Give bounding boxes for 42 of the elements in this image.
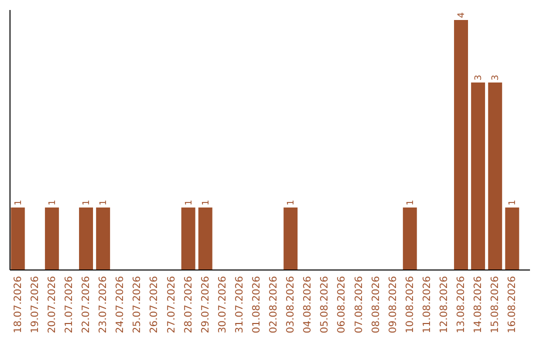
x-tick-label: 28.07.2026	[183, 276, 194, 334]
data-label: 1	[286, 200, 297, 206]
data-label: 1	[406, 200, 416, 206]
x-tick-label: 09.08.2026	[388, 276, 399, 334]
data-label: 1	[14, 200, 24, 206]
x-tick-label: 26.07.2026	[149, 276, 160, 334]
x-tick-label: 16.08.2026	[507, 276, 518, 334]
x-tick-label: 01.08.2026	[251, 276, 262, 334]
x-tick-label: 13.08.2026	[456, 276, 468, 334]
x-tick-label: 31.07.2026	[234, 276, 246, 334]
x-tick-label: 04.08.2026	[302, 276, 314, 334]
x-tick-label: 06.08.2026	[336, 276, 348, 334]
x-tick-label: 19.07.2026	[30, 276, 41, 334]
x-tick-label: 24.07.2026	[115, 276, 126, 334]
x-tick-label: 11.08.2026	[422, 276, 433, 334]
x-tick-label: 27.07.2026	[166, 276, 178, 334]
data-label: 1	[48, 200, 58, 206]
x-tick-label: 10.08.2026	[404, 276, 416, 334]
data-label: 1	[184, 200, 194, 206]
x-tick-label: 07.08.2026	[354, 276, 365, 334]
x-tick-label: 12.08.2026	[438, 276, 450, 334]
data-label: 4	[457, 12, 468, 18]
x-tick-label: 21.07.2026	[64, 276, 75, 334]
x-tick-label: 02.08.2026	[268, 276, 280, 334]
data-label: 3	[491, 74, 502, 80]
x-tick-label: 25.07.2026	[132, 276, 144, 334]
x-tick-label: 18.07.2026	[12, 276, 24, 334]
data-label: 1	[201, 200, 212, 206]
data-label: 1	[99, 200, 110, 206]
x-tick-label: 08.08.2026	[370, 276, 382, 334]
x-tick-label: 03.08.2026	[286, 276, 297, 334]
x-tick-label: 05.08.2026	[320, 276, 331, 334]
data-label: 3	[474, 74, 484, 80]
x-tick-label: 22.07.2026	[81, 276, 92, 334]
x-tick-label: 30.07.2026	[217, 276, 228, 334]
data-label: 1	[508, 200, 518, 206]
x-tick-label: 20.07.2026	[46, 276, 58, 334]
x-tick-label: 15.08.2026	[490, 276, 502, 334]
x-tick-label: 23.07.2026	[98, 276, 110, 334]
x-tick-label: 29.07.2026	[200, 276, 212, 334]
x-tick-label: 14.08.2026	[473, 276, 484, 334]
data-label: 1	[82, 200, 92, 206]
